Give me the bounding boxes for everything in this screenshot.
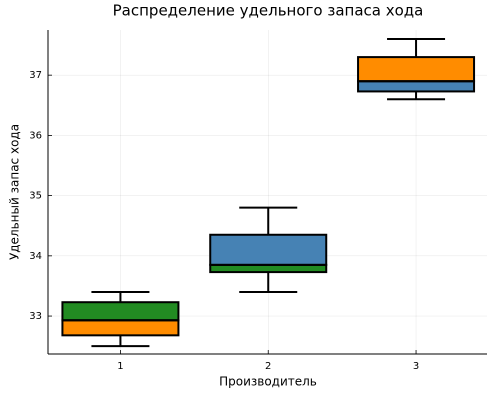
y-tick-label: 35 bbox=[29, 191, 42, 202]
y-tick-label: 33 bbox=[29, 311, 42, 322]
x-tick-label: 1 bbox=[117, 361, 123, 372]
x-tick-label: 2 bbox=[265, 361, 271, 372]
y-tick-label: 36 bbox=[29, 130, 42, 141]
box-upper bbox=[209, 233, 328, 266]
box-lower bbox=[357, 80, 476, 93]
chart-title: Распределение удельного запаса хода bbox=[113, 2, 424, 20]
box-upper bbox=[357, 56, 476, 83]
x-tick-label: 3 bbox=[413, 361, 419, 372]
box-lower bbox=[209, 263, 328, 274]
box-lower bbox=[61, 319, 180, 337]
y-axis-label: Удельный запас хода bbox=[8, 124, 22, 260]
box-upper bbox=[61, 301, 180, 322]
x-axis-label: Производитель bbox=[219, 375, 317, 389]
y-tick-label: 34 bbox=[29, 251, 42, 262]
y-tick-label: 37 bbox=[29, 70, 42, 81]
